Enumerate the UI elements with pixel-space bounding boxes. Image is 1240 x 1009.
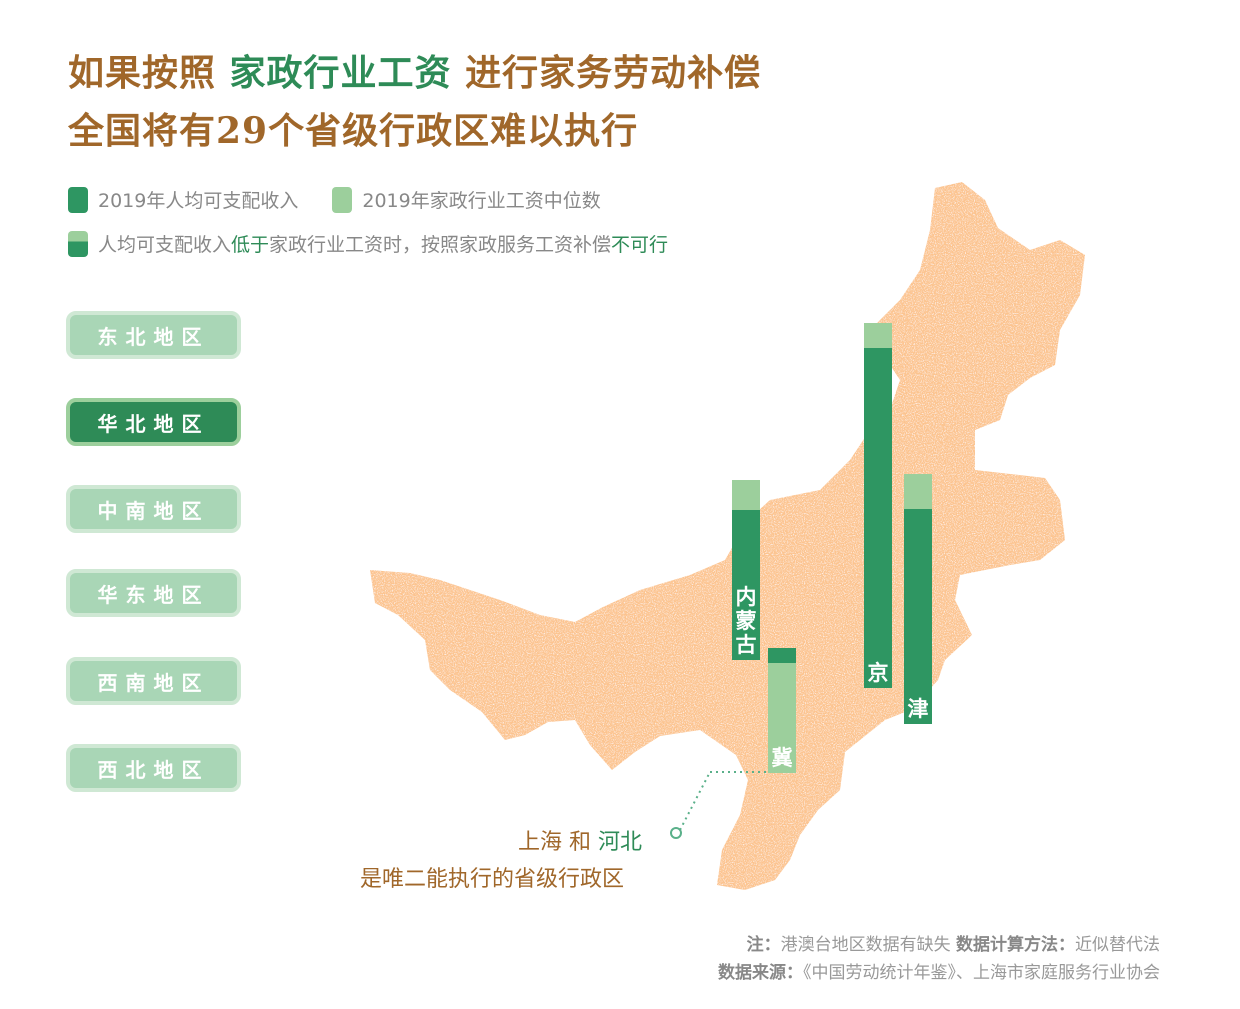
bar-income-0 bbox=[732, 510, 760, 660]
bar-category-label: 内 bbox=[736, 584, 757, 609]
footnote-source: 数据来源：《中国劳动统计年鉴》、上海市家庭服务行业协会 bbox=[718, 963, 1160, 983]
region-button-northwest[interactable]: 西北地区 bbox=[66, 744, 241, 792]
legend-swatch-wage bbox=[332, 186, 353, 213]
bar-category-label: 古 bbox=[736, 632, 757, 657]
legend-note: 人均可支配收入 低于 家政行业工资时，按照家政服务工资补偿 不可行 bbox=[68, 230, 668, 257]
annotation-leader-line bbox=[679, 771, 711, 831]
bar-category-label: 津 bbox=[908, 696, 929, 721]
region-button-northeast[interactable]: 东北地区 bbox=[66, 311, 241, 359]
chart-title-line1: 如果按照 家政行业工资 进行家务劳动补偿 bbox=[68, 52, 762, 94]
region-button-north[interactable]: 华北地区 bbox=[66, 398, 241, 446]
bar-category-label: 京 bbox=[868, 660, 889, 685]
bar-wage-1 bbox=[768, 663, 796, 773]
legend: 2019年人均可支配收入 2019年家政行业工资中位数 bbox=[68, 186, 601, 213]
bar-income-2 bbox=[864, 348, 892, 688]
bar-category-label: 蒙 bbox=[736, 608, 757, 633]
bar-category-label: 冀 bbox=[772, 745, 793, 770]
region-map-shape bbox=[370, 182, 1085, 890]
annotation-marker bbox=[670, 827, 682, 839]
legend-label-income: 2019年人均可支配收入 bbox=[98, 190, 299, 212]
region-button-east[interactable]: 华东地区 bbox=[66, 569, 241, 617]
region-button-central-south[interactable]: 中南地区 bbox=[66, 485, 241, 533]
annotation-line1: 上海 和 河北 bbox=[518, 830, 643, 855]
legend-swatch-income bbox=[68, 186, 88, 213]
title-highlight: 家政行业工资 bbox=[229, 52, 452, 94]
legend-swatch-combined bbox=[68, 230, 88, 257]
footnote-note: 注：港澳台地区数据有缺失 数据计算方法：近似替代法 bbox=[746, 935, 1160, 955]
chart-title-line2: 全国将有29个省级行政区难以执行 bbox=[68, 110, 639, 152]
bar-income-3 bbox=[904, 509, 932, 724]
legend-label-wage: 2019年家政行业工资中位数 bbox=[362, 190, 601, 212]
annotation-line2: 是唯二能执行的省级行政区 bbox=[360, 867, 625, 892]
region-button-southwest[interactable]: 西南地区 bbox=[66, 657, 241, 705]
